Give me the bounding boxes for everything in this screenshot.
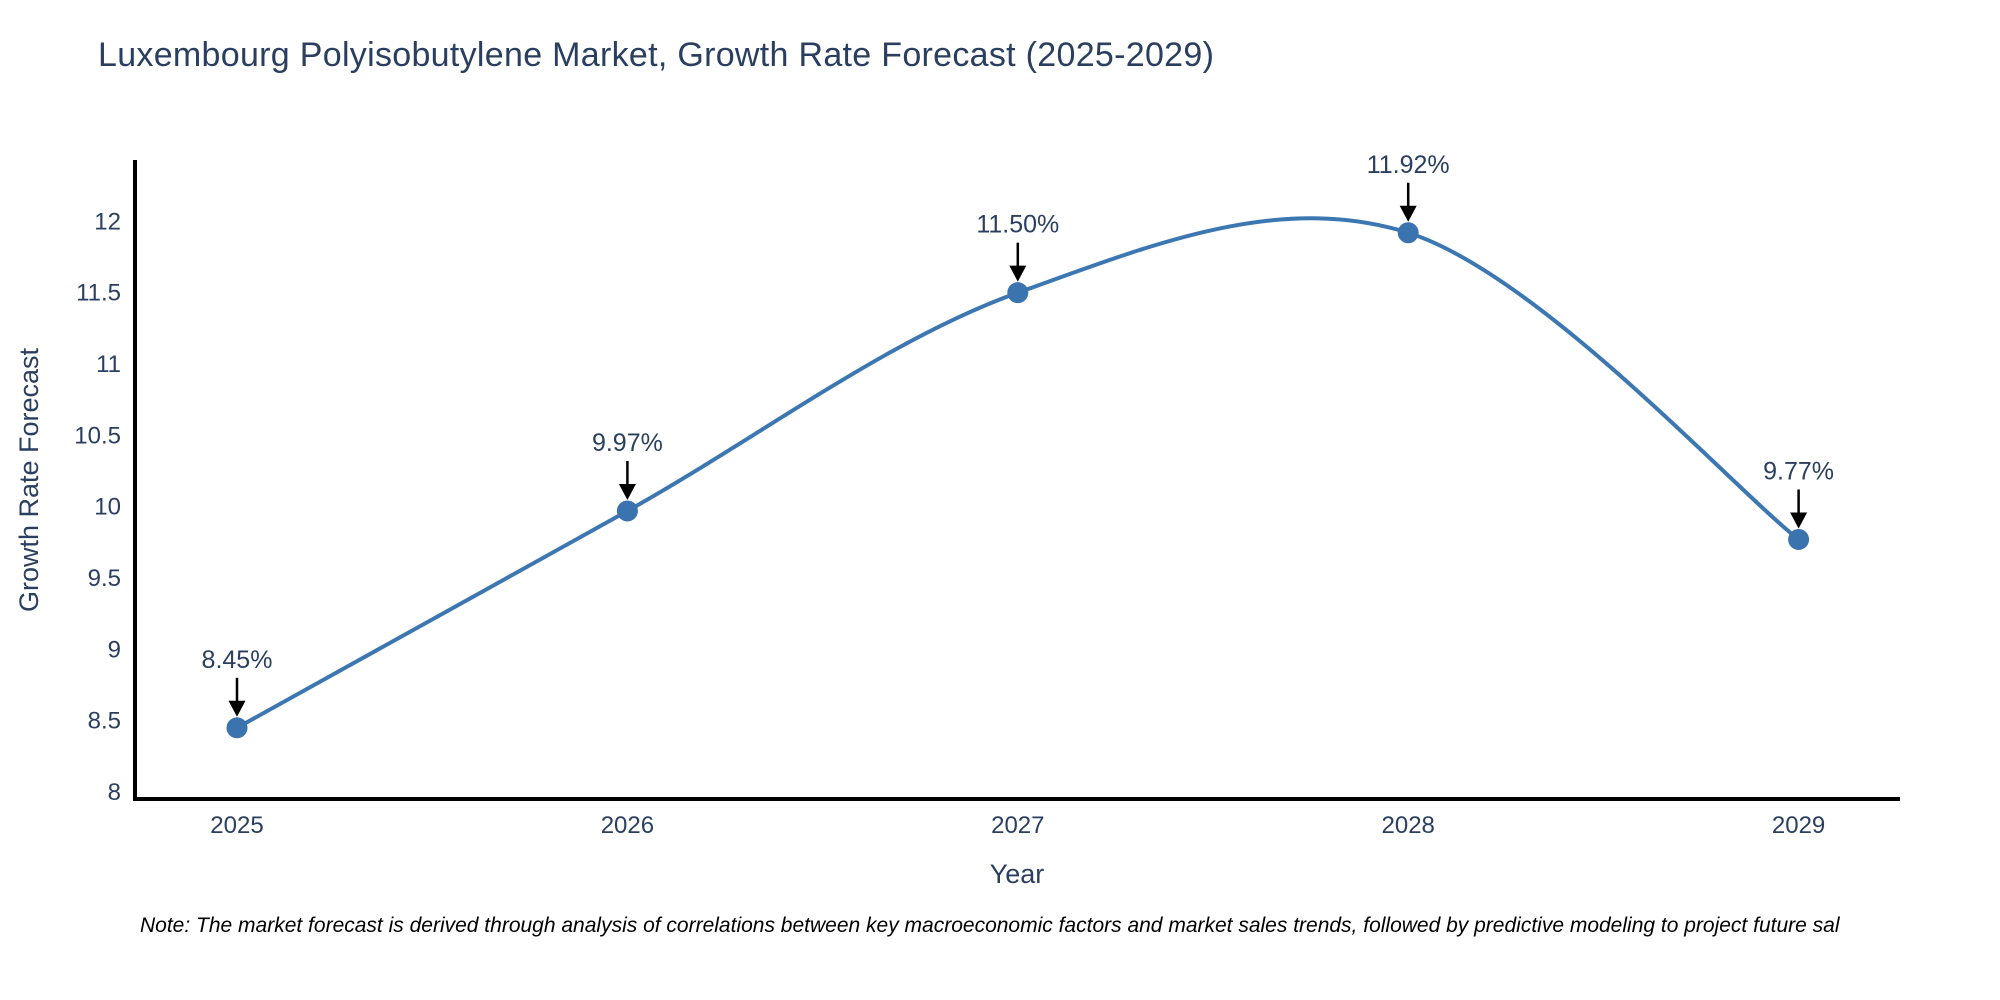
y-tick-label: 12: [94, 208, 121, 235]
y-tick-label: 11.5: [76, 280, 121, 307]
x-axis-title: Year: [990, 859, 1045, 889]
y-tick-label: 10.5: [74, 422, 121, 449]
annotation-arrowhead: [1009, 265, 1027, 282]
x-tick-label: 2027: [991, 812, 1044, 839]
annotation-arrowhead: [228, 700, 246, 717]
data-point-marker: [1007, 282, 1029, 304]
annotation-arrowhead: [618, 483, 636, 500]
y-tick-label: 9.5: [88, 565, 121, 592]
x-tick-label: 2025: [210, 812, 263, 839]
x-tick-label: 2026: [601, 812, 654, 839]
annotation-label: 9.77%: [1763, 457, 1834, 485]
y-tick-label: 9: [108, 636, 121, 663]
data-point-marker: [616, 500, 638, 522]
x-tick-label: 2029: [1772, 812, 1825, 839]
annotation-label: 9.97%: [592, 429, 663, 457]
annotation-label: 8.45%: [202, 646, 273, 674]
annotation-arrowhead: [1399, 205, 1417, 222]
y-tick-label: 8.5: [88, 708, 121, 735]
data-point-marker: [1788, 528, 1810, 550]
data-point-marker: [226, 717, 248, 739]
annotation-label: 11.50%: [976, 211, 1059, 239]
y-tick-label: 11: [96, 351, 121, 378]
annotation-arrowhead: [1790, 512, 1808, 529]
footnote: Note: The market forecast is derived thr…: [140, 914, 1840, 937]
y-tick-label: 8: [108, 779, 121, 806]
chart-title: Luxembourg Polyisobutylene Market, Growt…: [98, 36, 1215, 74]
x-tick-label: 2028: [1382, 812, 1435, 839]
y-tick-label: 10: [94, 494, 121, 521]
y-axis-title: Growth Rate Forecast: [14, 347, 44, 612]
data-point-marker: [1397, 222, 1419, 244]
annotation-label: 11.92%: [1367, 151, 1450, 179]
